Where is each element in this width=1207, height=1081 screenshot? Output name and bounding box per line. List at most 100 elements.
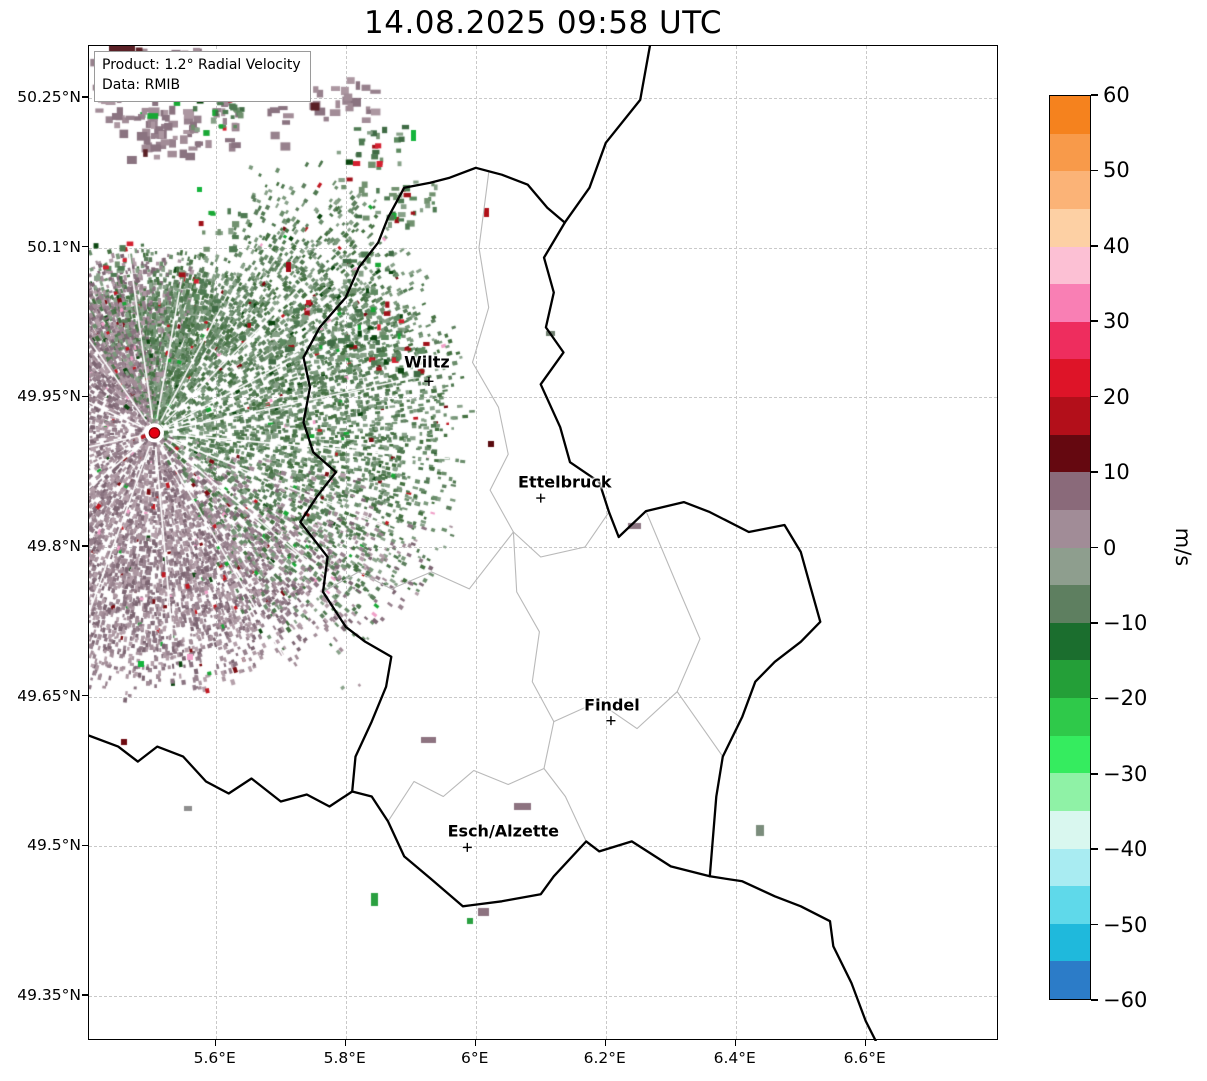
district-border: [553, 691, 724, 758]
x-tick-label: 5.8°E: [323, 1049, 366, 1067]
map-plot-area: Product: 1.2° Radial Velocity Data: RMIB…: [88, 45, 999, 1041]
colorbar-segment: [1050, 660, 1090, 698]
colorbar-segment: [1050, 698, 1090, 736]
colorbar-segment: [1050, 961, 1090, 999]
district-border: [322, 531, 514, 593]
colorbar-tick-label: 10: [1103, 460, 1130, 485]
colorbar-tick-mark: [1091, 546, 1098, 549]
colorbar-segment: [1050, 472, 1090, 510]
colorbar: [1049, 95, 1091, 1000]
y-tick-label: 49.65°N: [17, 686, 81, 705]
city-marker: [606, 716, 616, 726]
colorbar-tick-mark: [1091, 848, 1098, 850]
y-tick-mark: [82, 245, 88, 248]
city-label: Findel: [584, 695, 640, 715]
product-label: Product: 1.2° Radial Velocity: [102, 57, 301, 73]
country-border: [708, 875, 878, 1041]
district-border: [645, 510, 701, 693]
x-tick-label: 5.6°E: [193, 1049, 236, 1067]
y-tick-mark: [82, 395, 88, 398]
product-info-box: Product: 1.2° Radial Velocity Data: RMIB: [94, 51, 311, 102]
colorbar-tick-mark: [1091, 471, 1098, 473]
city-marker: [462, 842, 472, 852]
colorbar-segment: [1050, 321, 1090, 360]
x-tick-mark: [344, 1040, 347, 1046]
city-label: Esch/Alzette: [447, 821, 559, 841]
colorbar-segment: [1050, 886, 1090, 924]
colorbar-segment: [1050, 208, 1090, 247]
x-tick-label: 6°E: [461, 1049, 489, 1067]
colorbar-segment: [1050, 434, 1090, 473]
y-tick-label: 49.5°N: [27, 836, 81, 855]
x-tick-label: 6.2°E: [583, 1049, 626, 1067]
colorbar-tick-label: 0: [1103, 535, 1117, 560]
colorbar-segment: [1050, 735, 1090, 774]
colorbar-segment: [1050, 397, 1090, 435]
x-tick-label: 6.4°E: [713, 1049, 756, 1067]
colorbar-segment: [1050, 585, 1090, 623]
colorbar-tick-mark: [1091, 320, 1098, 323]
city-label: Ettelbruck: [518, 472, 612, 492]
colorbar-tick-mark: [1091, 622, 1098, 624]
colorbar-unit-label: m/s: [1171, 527, 1195, 567]
y-tick-label: 49.35°N: [17, 986, 81, 1005]
city-marker: [424, 376, 434, 386]
colorbar-tick-mark: [1091, 94, 1098, 96]
x-tick-label: 6.6°E: [843, 1049, 886, 1067]
colorbar-segment: [1050, 848, 1090, 887]
country-border-luxembourg: [299, 166, 822, 908]
colorbar-tick-label: −30: [1103, 761, 1148, 786]
colorbar-segment: [1050, 547, 1090, 586]
colorbar-tick-mark: [1091, 697, 1098, 700]
colorbar-tick-label: −60: [1103, 988, 1148, 1012]
colorbar-tick-mark: [1091, 169, 1098, 172]
colorbar-segment: [1050, 171, 1090, 209]
data-source-label: Data: RMIB: [102, 77, 181, 94]
colorbar-tick-mark: [1091, 245, 1098, 247]
colorbar-segment: [1050, 810, 1090, 849]
y-tick-label: 49.95°N: [17, 387, 81, 406]
colorbar-segment: [1050, 622, 1090, 661]
colorbar-tick-label: −40: [1103, 837, 1148, 862]
colorbar-segment: [1050, 509, 1090, 548]
colorbar-tick-label: −50: [1103, 912, 1148, 937]
y-tick-label: 50.25°N: [17, 87, 81, 106]
y-tick-mark: [82, 844, 88, 847]
radar-velocity-layer: [89, 46, 999, 1041]
colorbar-segment: [1050, 246, 1090, 285]
colorbar-segment: [1050, 359, 1090, 397]
x-tick-mark: [734, 1040, 737, 1046]
country-border: [563, 46, 652, 224]
colorbar-segment: [1050, 96, 1090, 134]
colorbar-segment: [1050, 923, 1090, 962]
radar-site-marker: [148, 427, 161, 439]
y-tick-label: 49.8°N: [27, 536, 81, 555]
city-marker: [536, 493, 546, 503]
colorbar-tick-mark: [1091, 772, 1098, 775]
colorbar-tick-mark: [1091, 395, 1098, 398]
colorbar-segment: [1050, 284, 1090, 322]
district-border: [387, 767, 545, 822]
y-tick-mark: [82, 994, 88, 996]
colorbar-tick-label: 50: [1103, 158, 1130, 183]
map-border-layer: [89, 46, 878, 1041]
colorbar-tick-label: 20: [1103, 384, 1130, 409]
x-tick-mark: [474, 1040, 477, 1046]
colorbar-tick-label: 60: [1103, 83, 1130, 107]
y-tick-label: 50.1°N: [27, 237, 81, 256]
y-tick-mark: [82, 694, 88, 697]
colorbar-tick-label: 40: [1103, 233, 1130, 258]
city-label: Wiltz: [404, 352, 450, 372]
colorbar-tick-label: −20: [1103, 686, 1148, 711]
district-border: [471, 172, 610, 558]
figure-title: 14.08.2025 09:58 UTC: [364, 5, 722, 41]
y-tick-mark: [82, 96, 88, 98]
colorbar-tick-mark: [1091, 999, 1098, 1001]
x-tick-mark: [604, 1040, 607, 1046]
colorbar-tick-label: −10: [1103, 610, 1148, 635]
colorbar-tick-label: 30: [1103, 309, 1130, 334]
country-border: [89, 734, 354, 808]
y-tick-mark: [82, 545, 88, 547]
x-tick-mark: [864, 1040, 867, 1046]
